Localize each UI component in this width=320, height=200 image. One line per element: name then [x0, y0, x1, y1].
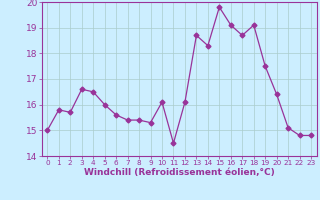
X-axis label: Windchill (Refroidissement éolien,°C): Windchill (Refroidissement éolien,°C)	[84, 168, 275, 177]
